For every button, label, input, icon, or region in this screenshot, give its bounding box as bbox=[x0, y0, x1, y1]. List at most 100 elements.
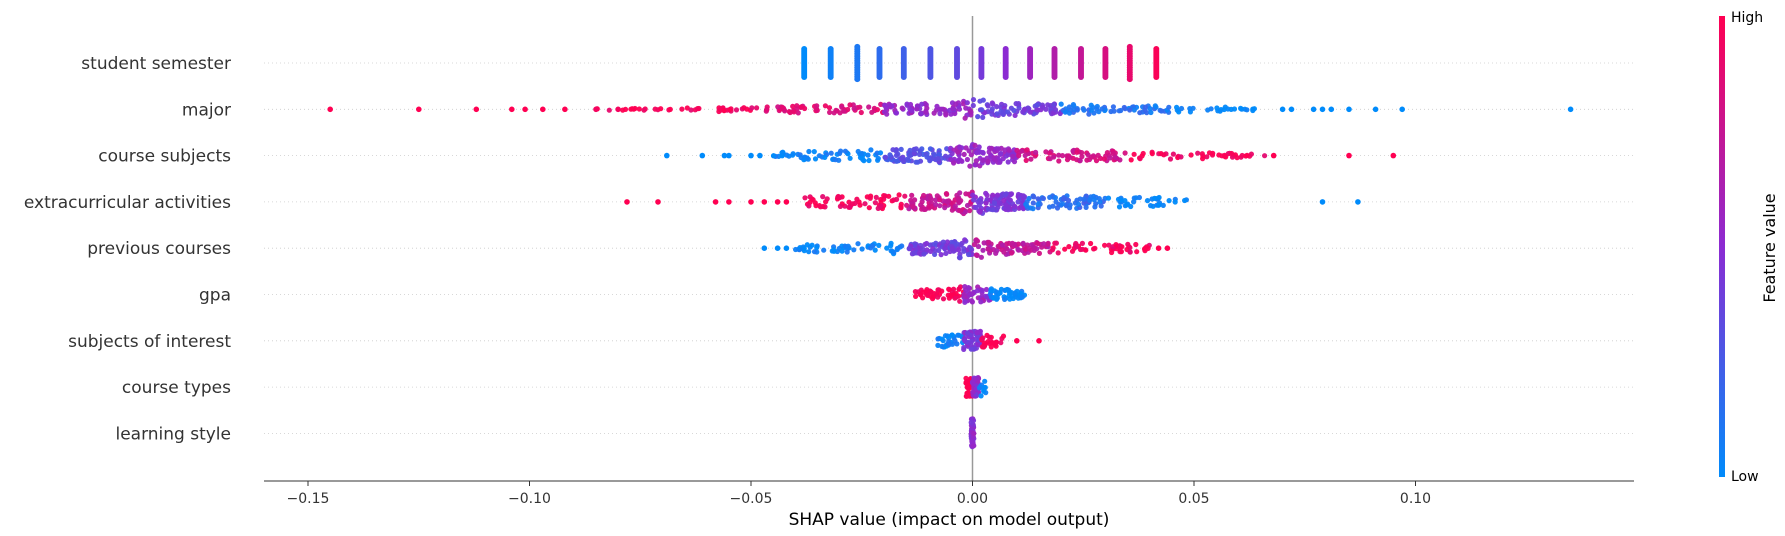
shap-point bbox=[993, 250, 999, 256]
shap-point bbox=[1091, 246, 1097, 252]
shap-point bbox=[1052, 107, 1059, 113]
shap-point bbox=[1073, 244, 1079, 250]
shap-point bbox=[979, 336, 985, 342]
shap-point bbox=[786, 153, 792, 159]
shap-point bbox=[940, 296, 947, 302]
shap-point bbox=[1008, 191, 1015, 197]
shap-point bbox=[1051, 74, 1058, 80]
shap-point bbox=[1149, 151, 1155, 157]
shap-point bbox=[1094, 106, 1100, 112]
shap-point bbox=[935, 342, 941, 348]
shap-point bbox=[1067, 202, 1073, 208]
shap-point bbox=[658, 106, 664, 112]
shap-point bbox=[957, 190, 963, 196]
shap-point bbox=[1111, 108, 1117, 114]
shap-point bbox=[1084, 157, 1090, 163]
shap-point bbox=[1051, 154, 1057, 160]
shap-point bbox=[1229, 150, 1235, 157]
shap-point bbox=[631, 106, 637, 112]
shap-point bbox=[1010, 153, 1016, 160]
shap-point bbox=[956, 286, 962, 292]
shap-point bbox=[1035, 201, 1041, 207]
shap-point bbox=[1043, 149, 1049, 155]
shap-point bbox=[1005, 109, 1011, 115]
shap-point bbox=[878, 203, 884, 209]
shap-point bbox=[806, 203, 812, 209]
shap-point bbox=[826, 105, 833, 111]
x-tick-label: 0.10 bbox=[1400, 491, 1431, 507]
shap-point bbox=[883, 104, 889, 110]
shap-point bbox=[1106, 242, 1112, 248]
shap-point bbox=[1041, 241, 1047, 247]
shap-point bbox=[1087, 197, 1093, 203]
shap-point bbox=[1116, 204, 1123, 210]
shap-point bbox=[1147, 106, 1153, 112]
shap-point bbox=[925, 292, 931, 298]
shap-point bbox=[957, 255, 963, 261]
shap-point bbox=[593, 106, 599, 113]
shap-point bbox=[624, 199, 630, 205]
shap-point bbox=[1053, 240, 1059, 246]
shap-point bbox=[795, 110, 801, 116]
shap-point bbox=[748, 199, 754, 205]
shap-point bbox=[754, 105, 760, 111]
shap-point bbox=[962, 284, 968, 290]
shap-point bbox=[968, 346, 974, 352]
shap-point bbox=[998, 150, 1004, 157]
shap-point bbox=[1127, 249, 1133, 255]
shap-point bbox=[953, 290, 959, 297]
shap-point bbox=[831, 247, 837, 253]
shap-point bbox=[1001, 249, 1007, 255]
shap-point bbox=[957, 199, 963, 205]
shap-point bbox=[1088, 154, 1094, 160]
shap-point bbox=[1066, 110, 1073, 116]
shap-point bbox=[894, 246, 900, 253]
shap-point bbox=[924, 105, 930, 111]
shap-point bbox=[981, 344, 987, 350]
feature-label: gpa bbox=[199, 286, 231, 306]
shap-point bbox=[688, 107, 694, 113]
feature-label: course subjects bbox=[98, 147, 231, 167]
shap-point bbox=[1012, 112, 1018, 118]
shap-point bbox=[898, 155, 904, 161]
shap-point bbox=[692, 107, 698, 113]
shap-point bbox=[851, 247, 857, 253]
shap-point bbox=[827, 109, 833, 115]
shap-point bbox=[994, 104, 1000, 110]
shap-point bbox=[1319, 106, 1326, 113]
shap-point bbox=[1122, 198, 1128, 204]
shap-point bbox=[1110, 104, 1116, 110]
shap-point bbox=[976, 144, 982, 150]
shap-point bbox=[971, 197, 977, 203]
shap-point bbox=[1101, 156, 1107, 162]
shap-point bbox=[977, 208, 984, 214]
shap-point bbox=[968, 246, 974, 252]
shap-point bbox=[968, 112, 974, 118]
shap-point bbox=[986, 334, 993, 340]
shap-point bbox=[473, 106, 480, 113]
shap-point bbox=[540, 106, 546, 113]
shap-point bbox=[949, 151, 955, 157]
shap-point bbox=[986, 239, 992, 245]
shap-point bbox=[855, 241, 861, 247]
shap-point bbox=[1238, 105, 1244, 111]
shap-point bbox=[699, 152, 706, 159]
shap-point bbox=[966, 251, 972, 258]
shap-point bbox=[953, 101, 959, 107]
shap-point bbox=[854, 76, 861, 83]
x-axis-ticks: −0.15 −0.10 −0.05 0.00 0.05 0.10 bbox=[287, 481, 1431, 507]
colorbar bbox=[1719, 16, 1725, 477]
shap-point bbox=[992, 157, 998, 163]
shap-point bbox=[828, 150, 834, 156]
shap-point bbox=[875, 155, 881, 162]
shap-point bbox=[1015, 246, 1021, 252]
shap-point bbox=[946, 287, 952, 293]
shap-point bbox=[1188, 152, 1194, 158]
shap-point bbox=[712, 199, 719, 205]
shap-point bbox=[995, 192, 1001, 198]
shap-point bbox=[1270, 152, 1277, 159]
shap-point bbox=[970, 192, 976, 198]
shap-point bbox=[921, 192, 927, 199]
shap-point bbox=[1166, 198, 1172, 204]
shap-point bbox=[934, 193, 940, 199]
